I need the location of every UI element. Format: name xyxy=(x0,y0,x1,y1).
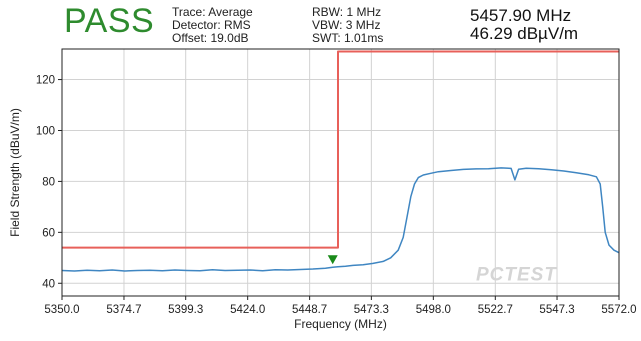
marker-readout: 5457.90 MHz 46.29 dBµV/m xyxy=(470,7,578,43)
sweep-time: SWT: 1.01ms xyxy=(312,31,384,45)
x-tick-label: 5350.0 xyxy=(44,304,79,316)
data-series xyxy=(61,50,620,272)
marker-level: 46.29 dBµV/m xyxy=(470,24,579,43)
measurement-settings-right: RBW: 1 MHz VBW: 3 MHz SWT: 1.01ms xyxy=(312,6,383,45)
x-tick-label: 5374.7 xyxy=(106,304,141,316)
pctest-watermark: PCTEST xyxy=(476,265,557,286)
y-tick-label: 100 xyxy=(36,125,55,137)
x-tick-label: 5547.3 xyxy=(539,304,574,316)
y-tick-label: 120 xyxy=(36,75,55,87)
measurement-settings-left: Trace: Average Detector: RMS Offset: 19.… xyxy=(172,6,253,45)
x-axis-label: Frequency (MHz) xyxy=(294,317,387,331)
x-tick-label: 5522.7 xyxy=(478,304,513,316)
x-tick-label: 5448.7 xyxy=(292,304,327,316)
marker-frequency: 5457.90 MHz xyxy=(470,6,572,25)
x-tick-label: 5424.0 xyxy=(230,304,265,316)
y-axis-ticks: 40 60 80 100 120 xyxy=(36,75,62,290)
y-tick-label: 80 xyxy=(42,176,55,188)
limit-line xyxy=(62,50,619,249)
detector-mode: Detector: RMS xyxy=(172,18,251,32)
y-axis-label: Field Strength (dBuV/m) xyxy=(8,108,22,237)
x-tick-label: 5572.0 xyxy=(601,304,636,316)
x-tick-label: 5399.3 xyxy=(168,304,203,316)
pass-status-label: PASS xyxy=(64,2,155,40)
level-offset: Offset: 19.0dB xyxy=(172,31,249,45)
grid-lines xyxy=(61,49,620,296)
plot-frame xyxy=(61,48,620,297)
y-tick-label: 60 xyxy=(42,227,55,239)
rbw-setting: RBW: 1 MHz xyxy=(312,5,382,19)
vbw-setting: VBW: 3 MHz xyxy=(312,18,381,32)
x-tick-label: 5498.0 xyxy=(416,304,451,316)
trace-mode: Trace: Average xyxy=(172,5,253,19)
marker-group xyxy=(327,255,338,265)
measurement-trace xyxy=(61,167,620,272)
x-axis-ticks: 5350.0 5374.7 5399.3 5424.0 5448.7 5473.3 5498… xyxy=(44,296,637,316)
marker-triangle xyxy=(327,255,338,265)
y-tick-label: 40 xyxy=(42,278,55,290)
x-tick-label: 5473.3 xyxy=(354,304,389,316)
